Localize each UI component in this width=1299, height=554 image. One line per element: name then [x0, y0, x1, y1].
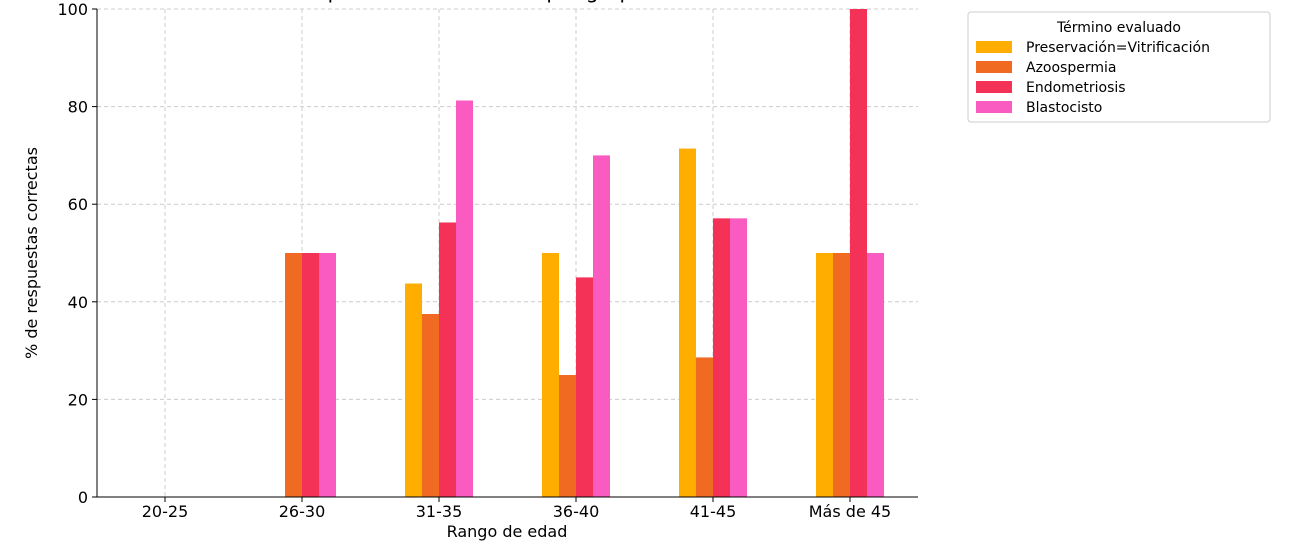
- bar-endometriosis: [439, 222, 456, 497]
- legend-swatch: [976, 41, 1012, 53]
- x-axis-label: Rango de edad: [447, 522, 568, 541]
- x-tick-label: 20-25: [142, 502, 189, 521]
- bar-blastocisto: [319, 253, 336, 497]
- bar-azoospermia: [833, 253, 850, 497]
- y-tick-label: 100: [57, 0, 88, 19]
- legend-label: Azoospermia: [1026, 60, 1116, 76]
- bar-blastocisto: [456, 100, 473, 497]
- y-tick-label: 40: [68, 293, 88, 312]
- chart-title: Comprensión de términos por grupo de eda…: [282, 0, 732, 3]
- x-tick-label: 26-30: [279, 502, 326, 521]
- bar-preservaci-n-vitrificaci-n: [679, 148, 696, 497]
- bar-endometriosis: [576, 277, 593, 497]
- legend-swatch: [976, 61, 1012, 73]
- x-tick-label: 36-40: [553, 502, 600, 521]
- x-tick-label: 41-45: [690, 502, 737, 521]
- bar-preservaci-n-vitrificaci-n: [542, 253, 559, 497]
- bar-preservaci-n-vitrificaci-n: [816, 253, 833, 497]
- y-tick-label: 0: [78, 488, 88, 507]
- bar-azoospermia: [285, 253, 302, 497]
- x-tick-label: Más de 45: [809, 502, 891, 521]
- bar-blastocisto: [730, 218, 747, 498]
- y-axis-label: % de respuestas correctas: [22, 147, 41, 359]
- bar-preservaci-n-vitrificaci-n: [405, 283, 422, 497]
- legend: [967, 11, 1271, 123]
- x-tick-label: 31-35: [416, 502, 463, 521]
- bar-endometriosis: [302, 253, 319, 497]
- legend-label: Endometriosis: [1026, 80, 1126, 96]
- legend-label: Blastocisto: [1026, 100, 1102, 116]
- bar-azoospermia: [559, 375, 576, 497]
- legend-title: Término evaluado: [1056, 20, 1181, 36]
- y-tick-label: 20: [68, 390, 88, 409]
- legend-label: Preservación=Vitrificación: [1026, 40, 1210, 56]
- bar-endometriosis: [713, 218, 730, 498]
- legend-swatch: [976, 81, 1012, 93]
- bar-blastocisto: [593, 155, 610, 497]
- legend-swatch: [976, 101, 1012, 113]
- bar-azoospermia: [696, 357, 713, 497]
- bar-azoospermia: [422, 314, 439, 497]
- y-tick-label: 60: [68, 195, 88, 214]
- bar-endometriosis: [850, 9, 867, 497]
- y-tick-label: 80: [68, 98, 88, 117]
- bar-blastocisto: [867, 253, 884, 497]
